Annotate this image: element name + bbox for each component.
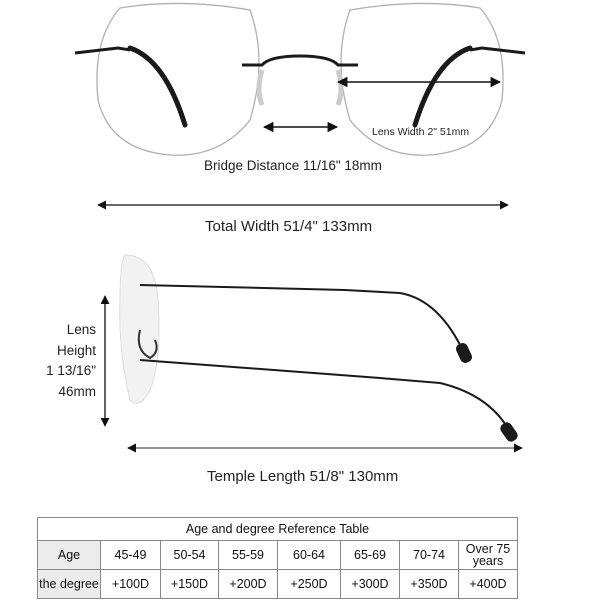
table-cell: Over 75 years: [458, 540, 518, 570]
lens-width-label: Lens Width 2" 51mm: [372, 126, 470, 138]
side-nose-pad: [137, 329, 158, 360]
table-row-age: Age 45-49 50-54 55-59 60-64 65-69 70-74 …: [37, 540, 518, 570]
left-lens: [96, 2, 260, 156]
lens-height-line: 46mm: [58, 383, 96, 399]
table-cell: 50-54: [160, 540, 219, 570]
table-row-degree: the degree +100D +150D +200D +250D +300D…: [37, 569, 518, 599]
lens-height-line: Lens: [66, 322, 96, 337]
upper-temple-tip: [455, 343, 473, 363]
table-cell: 55-59: [218, 540, 278, 570]
bridge-distance-label: Bridge Distance 11/16" 18mm: [204, 158, 382, 173]
table-cell: 70-74: [399, 540, 459, 570]
left-hinge: [74, 46, 131, 55]
glasses-side-view: [100, 254, 523, 453]
temple-length-label: Temple Length 51/8" 130mm: [207, 468, 399, 485]
glasses-front-view: [74, 2, 526, 210]
left-temple: [127, 45, 188, 128]
table-cell: +350D: [399, 569, 459, 599]
table-cell: +300D: [340, 569, 400, 599]
lower-temple-tip: [500, 422, 518, 442]
right-nose-pad: [335, 69, 344, 106]
upper-temple: [139, 284, 466, 356]
table-cell: +400D: [458, 569, 518, 599]
row-header: the degree: [37, 569, 101, 599]
lower-temple: [139, 359, 511, 433]
total-width-label: Total Width 51/4" 133mm: [205, 218, 373, 235]
right-temple: [412, 45, 473, 128]
table-title: Age and degree Reference Table: [37, 517, 518, 541]
lens-height-label: Lens Height 1 13/16" 46mm: [40, 320, 96, 402]
left-nose-pad: [256, 69, 265, 106]
table-cell: 45-49: [100, 540, 161, 570]
right-hinge: [469, 46, 526, 55]
side-lens: [119, 254, 160, 404]
table-cell: +100D: [100, 569, 161, 599]
bridge: [242, 54, 358, 67]
row-header: Age: [37, 540, 101, 570]
lens-height-line: 1 13/16": [46, 363, 96, 378]
lens-height-line: Height: [56, 342, 96, 358]
table-cell: +250D: [277, 569, 341, 599]
table-cell: 65-69: [340, 540, 400, 570]
table-cell: 60-64: [277, 540, 341, 570]
right-lens: [340, 2, 504, 156]
table-cell: +200D: [218, 569, 278, 599]
age-degree-table: Age and degree Reference Table Age 45-49…: [37, 517, 518, 599]
glasses-illustration: [74, 2, 526, 453]
table-cell: +150D: [160, 569, 219, 599]
